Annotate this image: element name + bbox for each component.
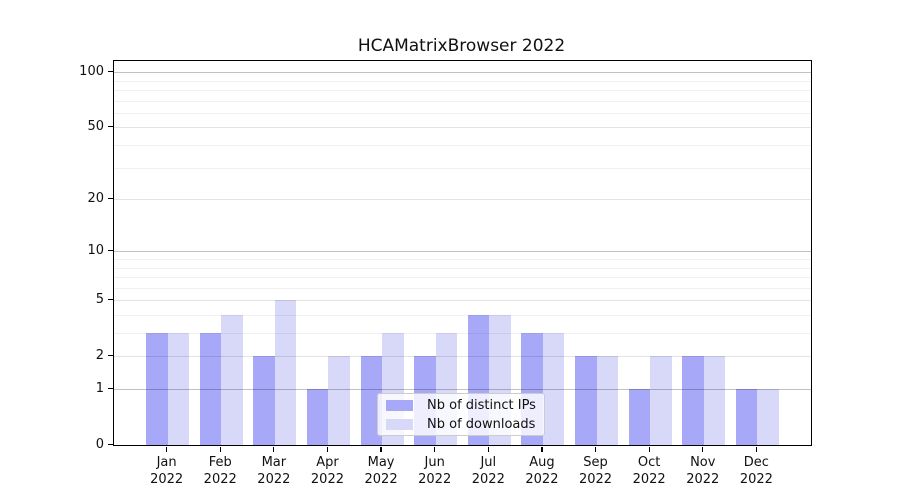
bar [360,356,383,445]
gridline [114,90,811,92]
bar [703,356,726,445]
gridline [114,127,811,129]
bar [328,356,350,445]
x-tick-mark [326,447,329,452]
gridline [114,112,811,114]
y-tick-label: 100 [79,63,104,79]
bar [596,356,619,445]
bar [682,356,704,445]
x-tick-mark [166,447,168,452]
bar [274,300,297,445]
legend: Nb of distinct IPs Nb of downloads [377,393,545,436]
y-tick-label: 1 [95,380,104,396]
bar [253,356,275,445]
x-tick-label: Mar 2022 [257,455,291,487]
bar [575,356,597,445]
x-tick-mark [434,447,436,452]
y-tick-mark [108,387,113,389]
legend-row-downloads: Nb of downloads [386,417,536,432]
bar [542,333,565,445]
y-tick-label: 0 [95,436,104,452]
x-tick-label: May 2022 [364,455,398,487]
chart-title: HCAMatrixBrowser 2022 [357,36,566,56]
y-tick-mark [108,298,113,300]
y-tick-mark [108,125,113,128]
x-tick-mark [541,447,543,452]
x-tick-label: Dec 2022 [739,455,773,487]
x-tick-mark [219,447,221,452]
gridline [114,100,811,102]
x-tick-mark [648,447,650,452]
y-tick-mark [108,249,113,251]
x-tick-label: Jan 2022 [150,455,184,487]
y-tick-label: 20 [87,190,104,206]
gridline [114,314,811,316]
x-tick-label: Apr 2022 [310,455,344,487]
plot-area [113,60,812,446]
x-tick-mark [755,447,757,452]
y-tick-label: 10 [87,242,104,258]
y-tick-mark [108,197,113,199]
bar [199,333,222,445]
y-tick-label: 5 [95,291,104,307]
x-tick-mark [380,447,382,452]
y-tick-mark [108,70,113,72]
gridline [114,199,811,201]
gridline [114,356,811,358]
x-tick-label: Feb 2022 [203,455,237,487]
legend-label-downloads: Nb of downloads [427,416,536,432]
x-tick-mark [273,447,275,452]
legend-row-distinct-ips: Nb of distinct IPs [386,398,536,413]
bar [757,389,779,445]
gridline [114,80,811,82]
x-tick-label: Nov 2022 [686,455,720,487]
grid-layer [114,61,811,445]
x-tick-label: Aug 2022 [525,455,559,487]
legend-label-distinct-ips: Nb of distinct IPs [427,397,536,413]
x-tick-mark [702,447,704,452]
gridline [114,287,811,289]
legend-swatch-downloads [386,418,413,430]
gridline [114,72,811,74]
gridline [114,145,811,147]
gridline [114,251,811,253]
legend-swatch-distinct-ips [386,399,413,411]
x-tick-label: Sep 2022 [578,455,613,487]
gridline [114,277,811,279]
bar [146,333,168,445]
gridline [114,389,811,390]
y-tick-mark [108,354,113,356]
bar [735,389,758,445]
x-tick-mark [594,447,597,452]
y-tick-label: 2 [95,347,104,363]
x-tick-label: Jun 2022 [418,455,452,487]
y-tick-label: 50 [87,118,104,134]
x-tick-label: Oct 2022 [632,455,666,487]
y-tick-mark [108,443,113,445]
bar [167,333,190,445]
bar [628,389,651,445]
bar [306,389,329,445]
gridline [114,259,811,260]
x-tick-mark [487,447,489,452]
gridline [114,167,811,169]
x-tick-label: Jul 2022 [471,455,505,487]
bar [650,356,672,445]
gridline [114,333,811,335]
gridline [114,267,811,269]
bar [221,314,243,445]
gridline [114,300,811,302]
